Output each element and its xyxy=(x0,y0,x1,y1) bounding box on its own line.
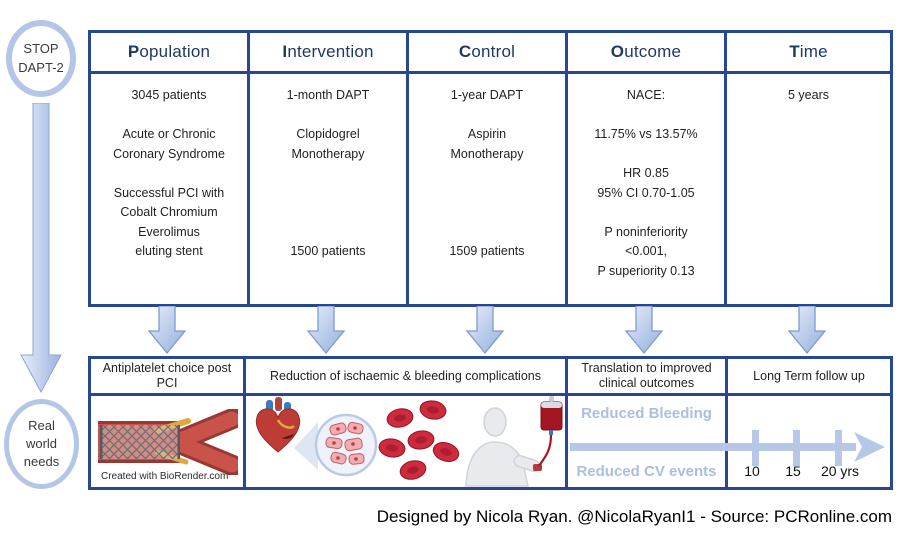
study-name-label: STOP DAPT-2 xyxy=(18,41,64,75)
tick-label-15: 15 xyxy=(785,463,801,479)
illustration-strip xyxy=(255,396,562,487)
rw-cell-stent: Created with BioRender.com xyxy=(91,396,246,487)
down-arrow-icon xyxy=(787,306,827,355)
biorender-caption: Created with BioRender.com xyxy=(101,471,229,482)
column-population-body: 3045 patients Acute or Chronic Coronary … xyxy=(113,88,225,258)
header-rest: opulation xyxy=(139,42,211,61)
header-initial: C xyxy=(458,42,472,61)
red-blood-cells-icon xyxy=(378,399,459,480)
down-arrow-icon xyxy=(624,306,664,355)
down-arrow-icon xyxy=(306,306,346,355)
rw-cell-timeline: 10 15 20 yrs xyxy=(728,396,890,487)
header-rest: utcome xyxy=(624,42,682,61)
column-time-body: 5 years xyxy=(788,88,829,102)
rw-header-reduction: Reduction of ischaemic & bleeding compli… xyxy=(246,359,568,396)
credit-line: Designed by Nicola Ryan. @NicolaRyanI1 -… xyxy=(376,507,892,526)
down-arrow-icon xyxy=(465,306,505,355)
myocytes-circle-icon xyxy=(314,413,377,476)
rw-cell-outcomes: Reduced Bleeding Reduced CV events xyxy=(568,396,728,487)
column-control-body: 1-year DAPT Aspirin Monotherapy 1509 pat… xyxy=(449,88,525,258)
timeline-arrow-icon xyxy=(570,430,885,466)
rw-header-followup: Long Term follow up xyxy=(728,359,890,396)
header-initial: P xyxy=(127,42,140,61)
header-initial: O xyxy=(610,42,625,61)
heart-icon xyxy=(255,396,300,453)
header-rest: ime xyxy=(799,42,828,61)
column-outcome-body: NACE: 11.75% vs 13.57% HR 0.85 95% CI 0.… xyxy=(594,88,698,278)
header-initial: T xyxy=(789,42,800,61)
tick-label-20yrs: 20 yrs xyxy=(820,463,860,479)
stent-artery-illustration xyxy=(91,396,243,487)
real-world-needs-label: Real world needs xyxy=(23,417,60,470)
header-rest: ontrol xyxy=(471,42,516,61)
column-intervention-body: 1-month DAPT Clopidogrel Monotherapy 150… xyxy=(286,88,370,258)
tick-label-10: 10 xyxy=(744,463,760,479)
real-world-needs-oval: Real world needs xyxy=(4,399,79,489)
header-rest: ntervention xyxy=(287,42,374,61)
down-arrow-long-icon xyxy=(20,103,62,393)
study-name-oval: STOP DAPT-2 xyxy=(6,20,76,97)
magnifier-beam xyxy=(293,421,318,470)
rw-cell-illustrations xyxy=(246,396,568,487)
header-initial: I xyxy=(282,42,288,61)
down-arrow-icon xyxy=(147,306,187,355)
reduced-cv-events-label: Reduced CV events xyxy=(576,463,717,480)
ischaemia-bleeding-illustration xyxy=(246,396,565,487)
rw-header-translation: Translation to improved clinical outcome… xyxy=(568,359,728,396)
stent-artery-icon xyxy=(98,408,238,475)
real-world-table: Antiplatelet choice post PCI Reduction o… xyxy=(88,356,893,490)
rw-header-antiplatelet: Antiplatelet choice post PCI xyxy=(91,359,246,396)
patient-transfusion-icon xyxy=(464,396,562,487)
reduced-bleeding-label: Reduced Bleeding xyxy=(581,405,712,422)
